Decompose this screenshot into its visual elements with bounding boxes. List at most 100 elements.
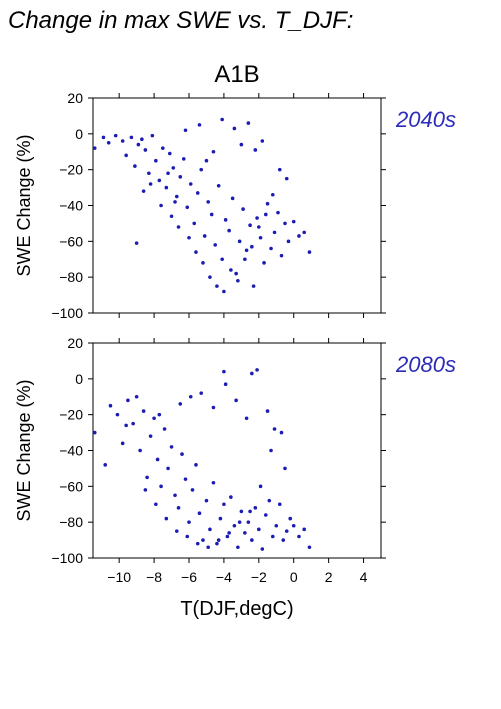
data-point bbox=[131, 421, 135, 426]
data-point bbox=[223, 218, 228, 222]
data-point bbox=[161, 146, 165, 150]
data-point bbox=[239, 509, 244, 514]
data-point bbox=[246, 520, 251, 524]
data-point bbox=[180, 452, 184, 456]
data-point bbox=[188, 182, 193, 186]
data-point bbox=[270, 192, 275, 197]
data-point bbox=[274, 523, 279, 528]
data-point bbox=[133, 164, 137, 168]
data-point bbox=[260, 547, 265, 551]
data-point bbox=[265, 201, 270, 206]
data-point bbox=[157, 412, 162, 417]
x-tick-label: 2 bbox=[325, 569, 333, 585]
data-point bbox=[208, 527, 212, 532]
data-point bbox=[302, 527, 307, 532]
data-point bbox=[272, 230, 277, 235]
data-point bbox=[169, 445, 174, 449]
data-point bbox=[206, 545, 210, 550]
data-point bbox=[260, 139, 265, 143]
data-point bbox=[206, 200, 210, 204]
data-point bbox=[243, 531, 247, 535]
y-tick-label: 20 bbox=[67, 335, 83, 351]
data-point bbox=[174, 194, 179, 199]
data-point bbox=[164, 185, 169, 190]
data-point bbox=[220, 117, 224, 122]
data-point bbox=[166, 171, 170, 176]
panel-label: 2080s bbox=[395, 352, 456, 377]
data-point bbox=[108, 403, 113, 408]
data-point bbox=[199, 391, 204, 395]
x-tick-label: −8 bbox=[146, 569, 162, 585]
data-point bbox=[222, 369, 226, 374]
data-point bbox=[183, 128, 188, 133]
data-point bbox=[194, 463, 198, 467]
data-point bbox=[215, 541, 219, 546]
data-point bbox=[211, 480, 216, 485]
y-tick-label: −80 bbox=[59, 269, 83, 285]
data-point bbox=[253, 148, 258, 152]
data-point bbox=[284, 529, 289, 533]
data-point bbox=[126, 398, 130, 403]
data-point bbox=[258, 235, 263, 240]
data-point bbox=[92, 430, 97, 435]
data-point bbox=[302, 230, 307, 235]
data-point bbox=[174, 529, 179, 533]
data-point bbox=[209, 212, 214, 217]
data-point bbox=[204, 158, 209, 163]
y-tick-label: −100 bbox=[51, 305, 83, 321]
data-point bbox=[236, 278, 240, 283]
data-point bbox=[237, 520, 242, 524]
data-point bbox=[215, 284, 219, 288]
data-point bbox=[216, 183, 221, 188]
data-point bbox=[157, 178, 162, 183]
data-point bbox=[148, 434, 153, 438]
data-point bbox=[255, 368, 259, 372]
data-point bbox=[185, 534, 190, 539]
data-point bbox=[258, 484, 263, 489]
data-point bbox=[143, 488, 148, 492]
data-point bbox=[178, 402, 183, 406]
data-point bbox=[138, 448, 142, 453]
scatter-panel-2040s: 20 0 −20 −40 −60 −80 −100 SWE Change (%) 2040s bbox=[14, 90, 456, 321]
data-point bbox=[173, 200, 177, 204]
data-point bbox=[103, 463, 108, 467]
data-point bbox=[187, 235, 191, 240]
data-point bbox=[120, 441, 125, 446]
data-point bbox=[134, 241, 139, 245]
data-point bbox=[248, 509, 252, 514]
x-axis-label: T(DJF,degC) bbox=[180, 598, 293, 620]
y-tick-label: −80 bbox=[59, 514, 83, 530]
data-point bbox=[169, 214, 174, 219]
x-tick-label: −6 bbox=[181, 569, 197, 585]
data-point bbox=[264, 212, 268, 217]
data-point bbox=[202, 234, 207, 238]
data-point bbox=[192, 221, 197, 226]
data-point bbox=[211, 149, 216, 154]
data-point bbox=[190, 488, 195, 492]
data-point bbox=[281, 538, 286, 542]
data-point bbox=[147, 171, 151, 176]
data-point bbox=[145, 475, 149, 480]
data-point bbox=[269, 448, 273, 453]
data-point bbox=[234, 398, 238, 403]
data-point bbox=[113, 133, 118, 138]
data-point bbox=[307, 250, 312, 254]
x-tick-label: 0 bbox=[290, 569, 298, 585]
data-point bbox=[244, 248, 249, 253]
data-point bbox=[283, 221, 287, 226]
y-tick-label: −60 bbox=[59, 478, 83, 494]
y-tick-label: −60 bbox=[59, 233, 83, 249]
data-point bbox=[143, 148, 148, 152]
data-point bbox=[241, 207, 245, 211]
data-point bbox=[148, 182, 153, 186]
y-tick-label: −40 bbox=[59, 198, 83, 214]
data-point bbox=[232, 126, 237, 131]
data-point bbox=[246, 121, 251, 125]
data-point bbox=[251, 284, 256, 288]
data-point bbox=[291, 219, 296, 224]
data-point bbox=[297, 534, 301, 539]
data-point bbox=[187, 520, 191, 524]
x-tick-label: −4 bbox=[216, 569, 232, 585]
